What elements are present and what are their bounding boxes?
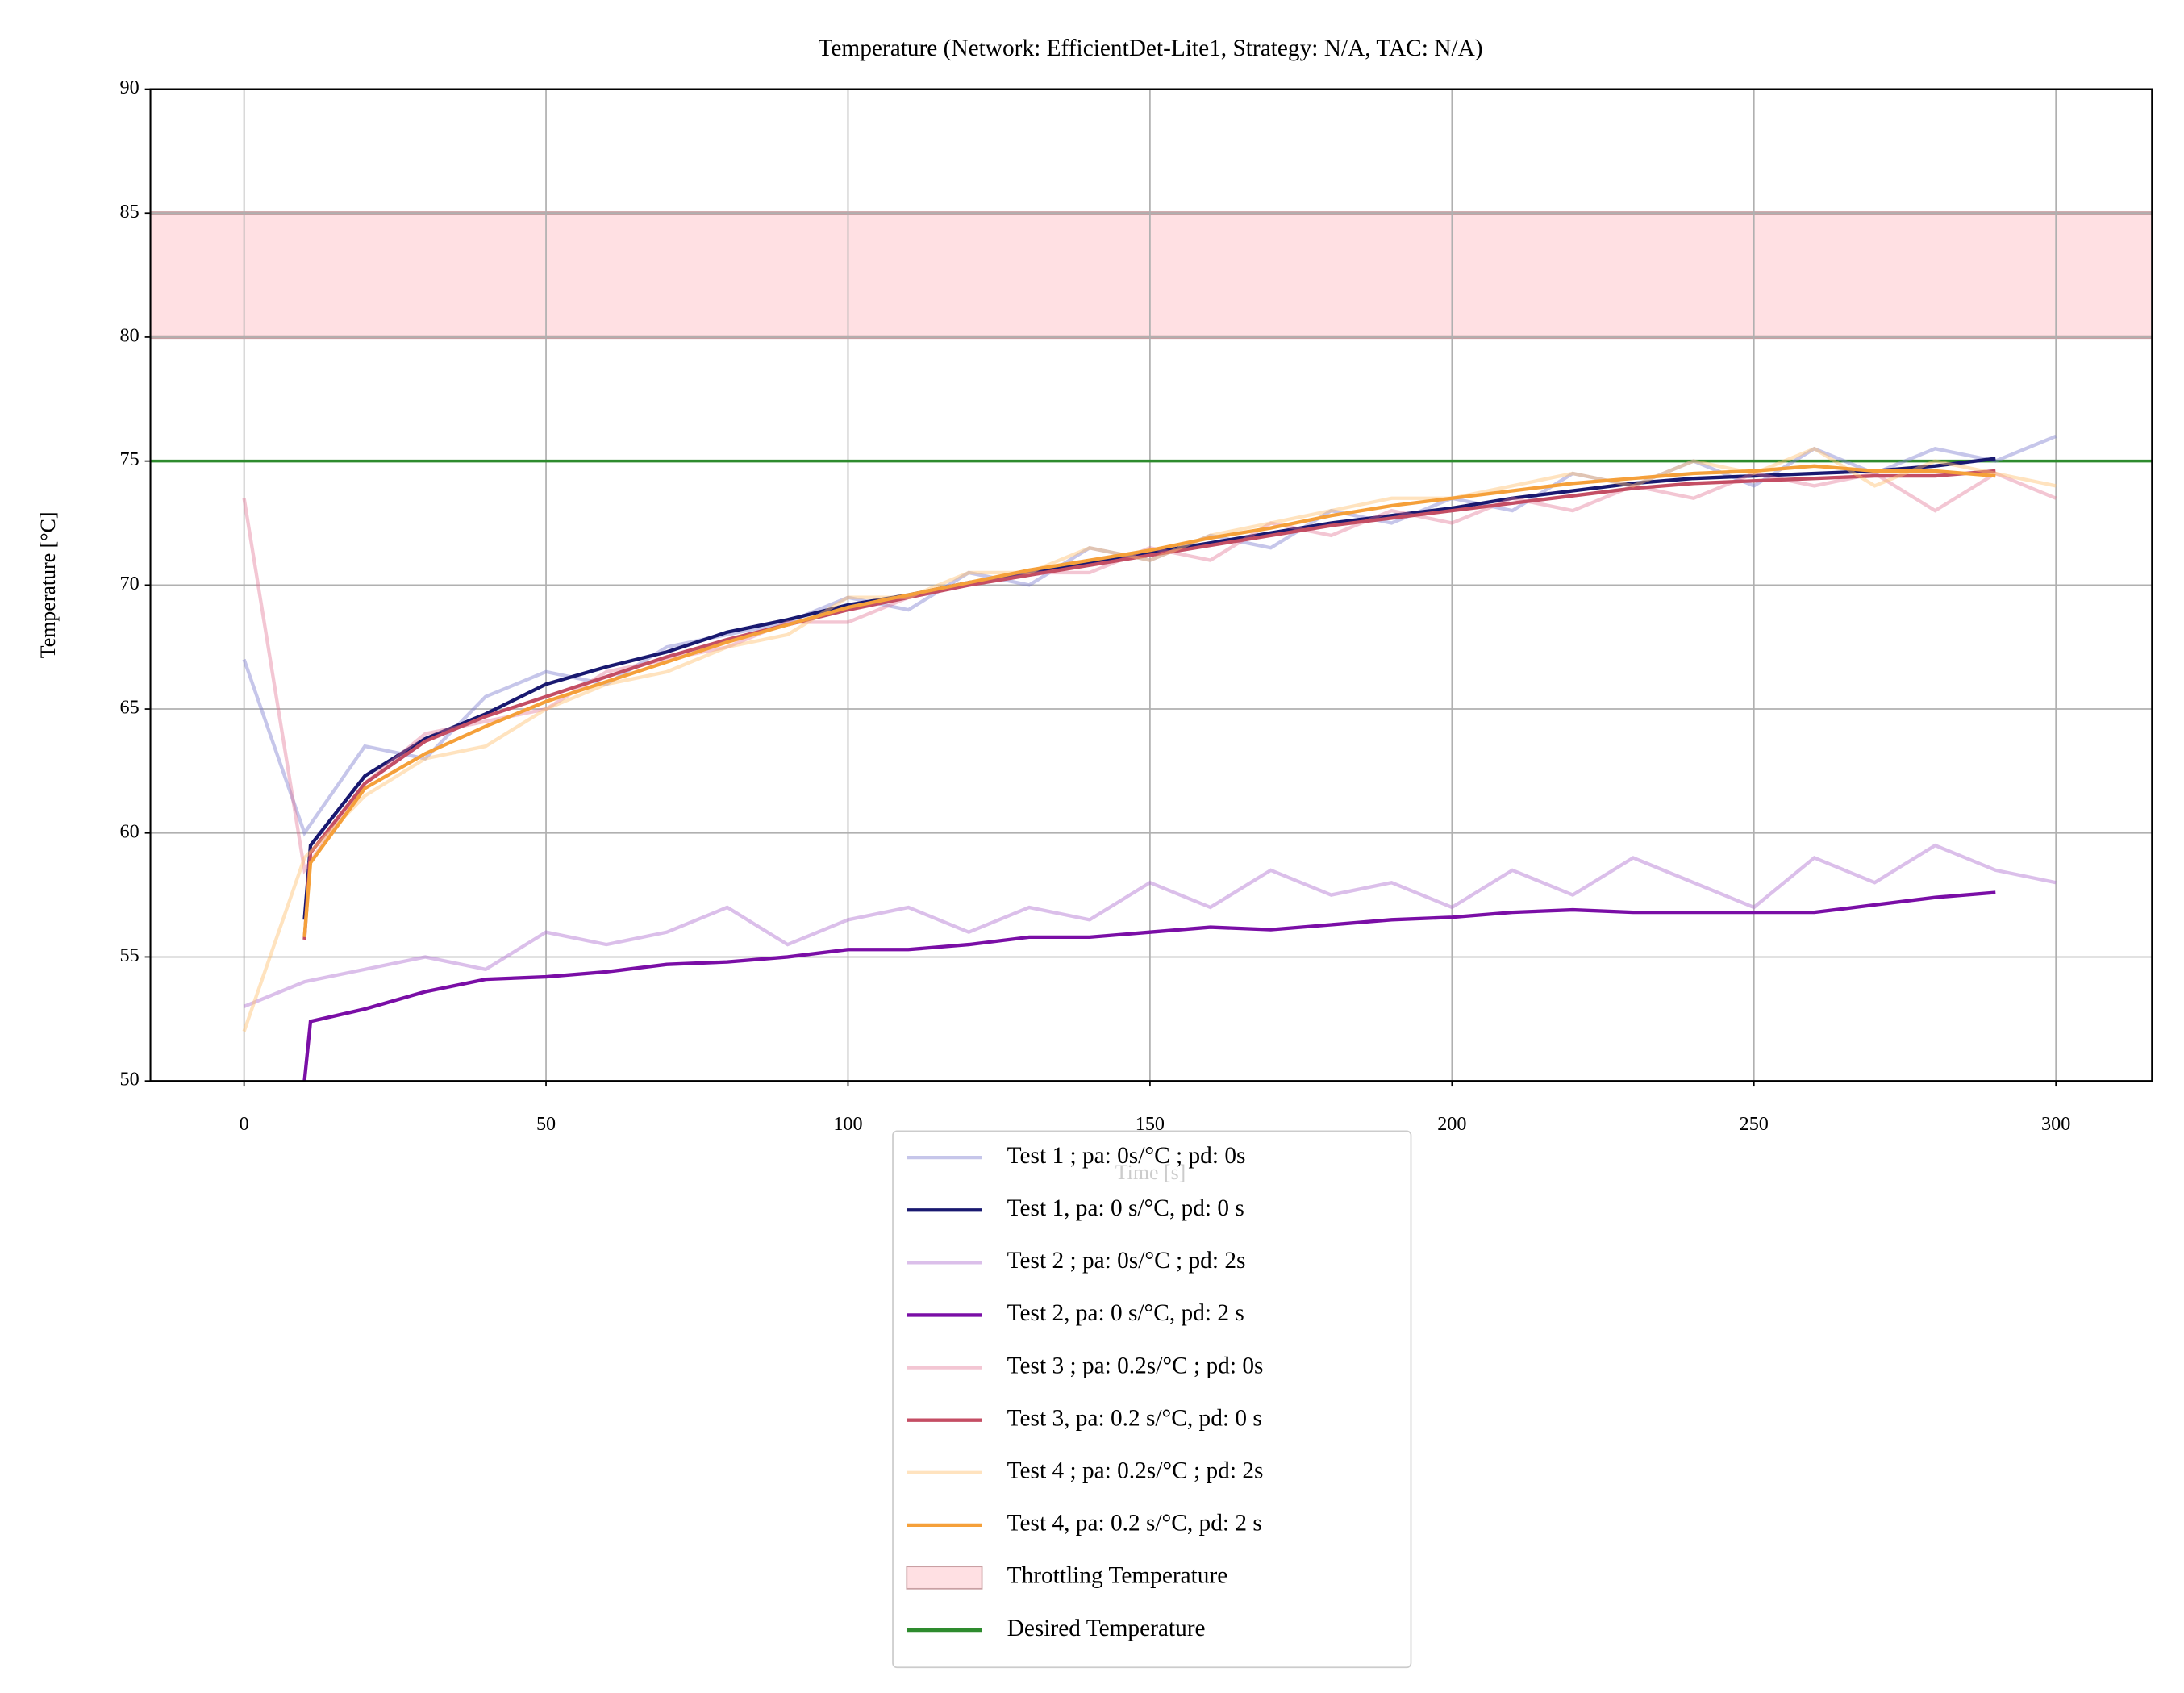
plot-frame [149, 88, 2153, 1082]
y-tick-label: 65 [120, 697, 140, 719]
x-tick-label: 200 [1437, 1113, 1466, 1135]
x-tick-label: 250 [1740, 1113, 1769, 1135]
x-tick-label: 0 [240, 1113, 249, 1135]
series-line [243, 843, 2057, 1008]
legend-label: Test 3, pa: 0.2 s/°C, pd: 0 s [1007, 1405, 1262, 1431]
y-tick-label: 60 [120, 820, 140, 842]
y-tick-label: 80 [120, 324, 140, 346]
legend-label: Test 2 ; pa: 0s/°C ; pd: 2s [1007, 1248, 1246, 1274]
y-tick-label: 85 [120, 201, 140, 223]
series-line [302, 464, 1996, 938]
legend-label: Test 1, pa: 0 s/°C, pd: 0 s [1007, 1195, 1244, 1221]
legend-label: Test 3 ; pa: 0.2s/°C ; pd: 0s [1007, 1353, 1264, 1378]
series-line [242, 434, 2057, 837]
series-line [302, 469, 1996, 940]
legend-label: Throttling Temperature [1007, 1563, 1228, 1589]
y-axis-label: Temperature [°C] [36, 511, 60, 658]
y-tick-label: 55 [120, 944, 140, 966]
series-line [242, 471, 2057, 875]
legend-swatch [906, 1566, 983, 1590]
series-line [242, 446, 2057, 1032]
legend-label: Test 1 ; pa: 0s/°C ; pd: 0s [1007, 1143, 1246, 1169]
chart-title: Temperature (Network: EfficientDet-Lite1… [819, 35, 1483, 61]
y-tick-label: 50 [120, 1069, 140, 1090]
series-line [302, 890, 1996, 1082]
legend-label: Test 4, pa: 0.2 s/°C, pd: 2 s [1007, 1511, 1262, 1537]
x-tick-label: 300 [2041, 1113, 2070, 1135]
series-line [302, 457, 1996, 920]
y-tick-label: 70 [120, 573, 140, 594]
y-tick-label: 90 [120, 77, 140, 98]
y-tick-label: 75 [120, 448, 140, 470]
band [150, 213, 2153, 337]
legend-label: Test 2, pa: 0 s/°C, pd: 2 s [1007, 1300, 1244, 1326]
legend-box [892, 1130, 1412, 1669]
x-tick-label: 100 [833, 1113, 862, 1135]
x-tick-label: 50 [536, 1113, 556, 1135]
legend-label: Desired Temperature [1007, 1616, 1206, 1641]
legend-label: Test 4 ; pa: 0.2s/°C ; pd: 2s [1007, 1458, 1264, 1484]
